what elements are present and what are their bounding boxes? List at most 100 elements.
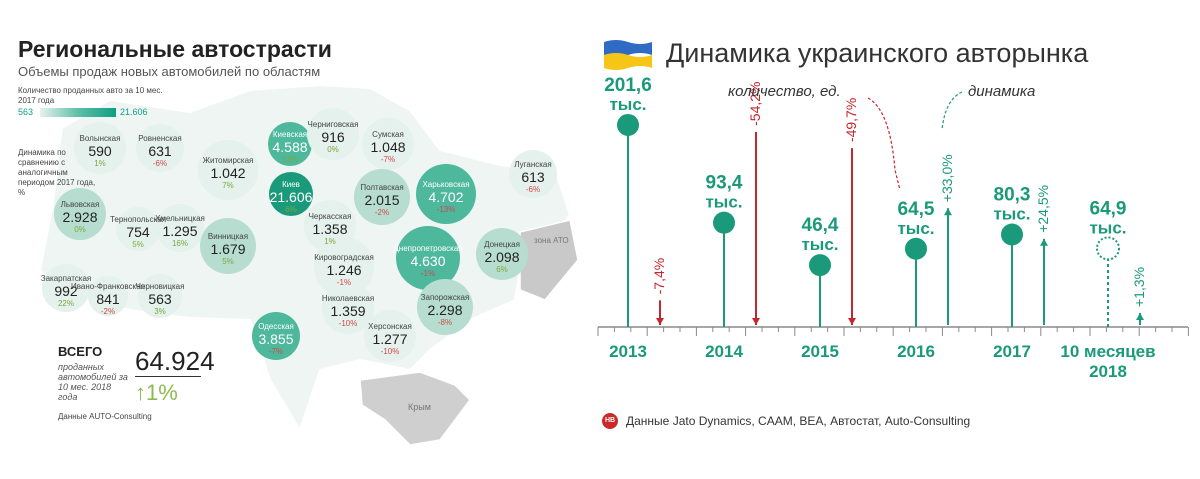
region-name: Тернопольская — [109, 215, 167, 224]
region-label: Винницкая 1.679 5% — [208, 232, 248, 266]
region-area-5 — [269, 172, 313, 216]
region-name: Киевская — [272, 130, 308, 139]
region-name: Херсонская — [368, 322, 412, 331]
region-value: 4.630 — [410, 253, 446, 269]
annotation-dynamics: динамика — [968, 83, 1035, 100]
region-name: Харьковская — [422, 180, 470, 189]
category-label: 2016 — [897, 342, 935, 361]
region-name: Кировоградская — [314, 253, 374, 262]
region-label: Сумская 1.048 -7% — [370, 130, 405, 164]
region-label: Харьковская 4.702 -13% — [422, 180, 469, 214]
category-label: 10 месяцев — [1060, 342, 1155, 361]
region-value: 613 — [521, 169, 545, 185]
legend-min: 563 — [18, 107, 34, 117]
dynamics-arrowhead — [944, 208, 952, 216]
region-dynamics: 5% — [222, 257, 234, 266]
region-name: Луганская — [514, 160, 552, 169]
dynamics-arrowhead — [1136, 313, 1144, 320]
region-dynamics: -10% — [380, 347, 400, 356]
region-value: 1.042 — [210, 165, 246, 181]
region-value: 4.702 — [428, 189, 464, 205]
region-name: Винницкая — [207, 232, 249, 241]
region-dynamics: -6% — [152, 159, 168, 168]
value-label: 80,3 — [994, 184, 1031, 205]
region-area-1 — [74, 122, 126, 174]
value-unit: тыс. — [993, 204, 1030, 223]
region-label: Ивано-Франковская 841 -2% — [71, 282, 145, 316]
region-area-24 — [364, 310, 416, 362]
region-value: 1.295 — [162, 223, 198, 239]
region-value: 1.679 — [210, 241, 246, 257]
value-point — [1001, 223, 1023, 246]
value-label: 64,5 — [898, 199, 935, 220]
region-value: 754 — [126, 224, 150, 240]
region-label: Черниговская 916 0% — [308, 120, 359, 154]
region-area-17 — [396, 226, 460, 290]
region-name: Сумская — [372, 130, 404, 139]
region-dynamics: 3% — [154, 307, 166, 316]
region-name: Одесская — [258, 322, 294, 331]
region-area-8 — [354, 169, 410, 225]
total-value: 64.924 — [135, 346, 215, 376]
region-value: 1.358 — [312, 221, 348, 237]
dynamics-label: -54,2% — [747, 82, 763, 126]
annotation-quantity: количество, ед. — [728, 83, 841, 100]
region-name: Львовская — [60, 200, 100, 209]
region-area-12 — [116, 207, 160, 251]
dynamics-arrowhead — [656, 318, 664, 325]
map-source: Данные AUTO-Consulting — [58, 412, 152, 421]
value-point — [809, 254, 831, 277]
chart-title: Динамика украинского авторынка — [666, 38, 1089, 68]
region-area-22 — [252, 312, 300, 360]
dynamics-chart: 201,6тыс.-7,4%201393,4тыс.-54,2%201446,4… — [597, 75, 1189, 381]
region-label: Хмельницкая 1.295 16% — [155, 214, 205, 248]
legend-caption: Количество проданных авто за 10 мес. 201… — [18, 86, 163, 105]
region-value: 1.246 — [326, 262, 362, 278]
legend-max: 21.606 — [120, 107, 148, 117]
dynamics-label: -49,7% — [843, 98, 859, 142]
value-point — [905, 237, 927, 260]
region-value: 2.015 — [364, 192, 400, 208]
region-value: 841 — [96, 291, 120, 307]
region-name: Черкасская — [308, 212, 352, 221]
category-label: 2015 — [801, 342, 839, 361]
total-change: ↑1% — [135, 380, 178, 405]
value-label: 93,4 — [706, 173, 743, 194]
region-area-9 — [416, 164, 476, 224]
dynamics-label: +24,5% — [1035, 185, 1051, 233]
region-label: Луганская 613 -6% — [514, 160, 551, 194]
region-label: Николаевская 1.359 -10% — [322, 294, 374, 328]
region-label: Львовская 2.928 0% — [61, 200, 100, 234]
region-name: Черниговская — [307, 120, 359, 129]
total-label: ВСЕГО — [58, 344, 103, 359]
region-name: Николаевская — [321, 294, 375, 303]
region-value: 992 — [54, 283, 78, 299]
value-point — [713, 211, 735, 234]
region-area-2 — [136, 124, 184, 172]
region-name: Полтавская — [360, 183, 404, 192]
region-area-3 — [198, 140, 258, 200]
region-dynamics: 0% — [74, 225, 86, 234]
region-label: Черкасская 1.358 1% — [309, 212, 352, 246]
value-point — [617, 113, 639, 136]
value-label: 201,6 — [604, 75, 652, 96]
region-value: 631 — [148, 143, 172, 159]
region-label: Тернопольская 754 5% — [110, 215, 166, 249]
region-label: Полтавская 2.015 -2% — [360, 183, 403, 217]
ukraine-flag-icon — [604, 40, 652, 70]
category-label: 2018 — [1089, 362, 1127, 381]
region-value: 21.606 — [269, 189, 313, 205]
region-area-16 — [314, 237, 374, 297]
region-value: 2.298 — [427, 302, 463, 318]
region-value: 1.277 — [372, 331, 408, 347]
region-name: Ивано-Франковская — [71, 282, 145, 291]
map-title: Региональные автострасти — [18, 36, 332, 62]
source-badge-icon: НВ — [602, 413, 618, 429]
region-area-18 — [476, 228, 528, 280]
region-area-25 — [417, 279, 473, 335]
region-name: Волынская — [79, 134, 121, 143]
region-label: Кировоградская 1.246 -1% — [314, 253, 374, 287]
ukraine-map — [38, 83, 579, 446]
dynamics-arrowhead — [752, 318, 760, 325]
region-label: Волынская 590 1% — [80, 134, 121, 168]
